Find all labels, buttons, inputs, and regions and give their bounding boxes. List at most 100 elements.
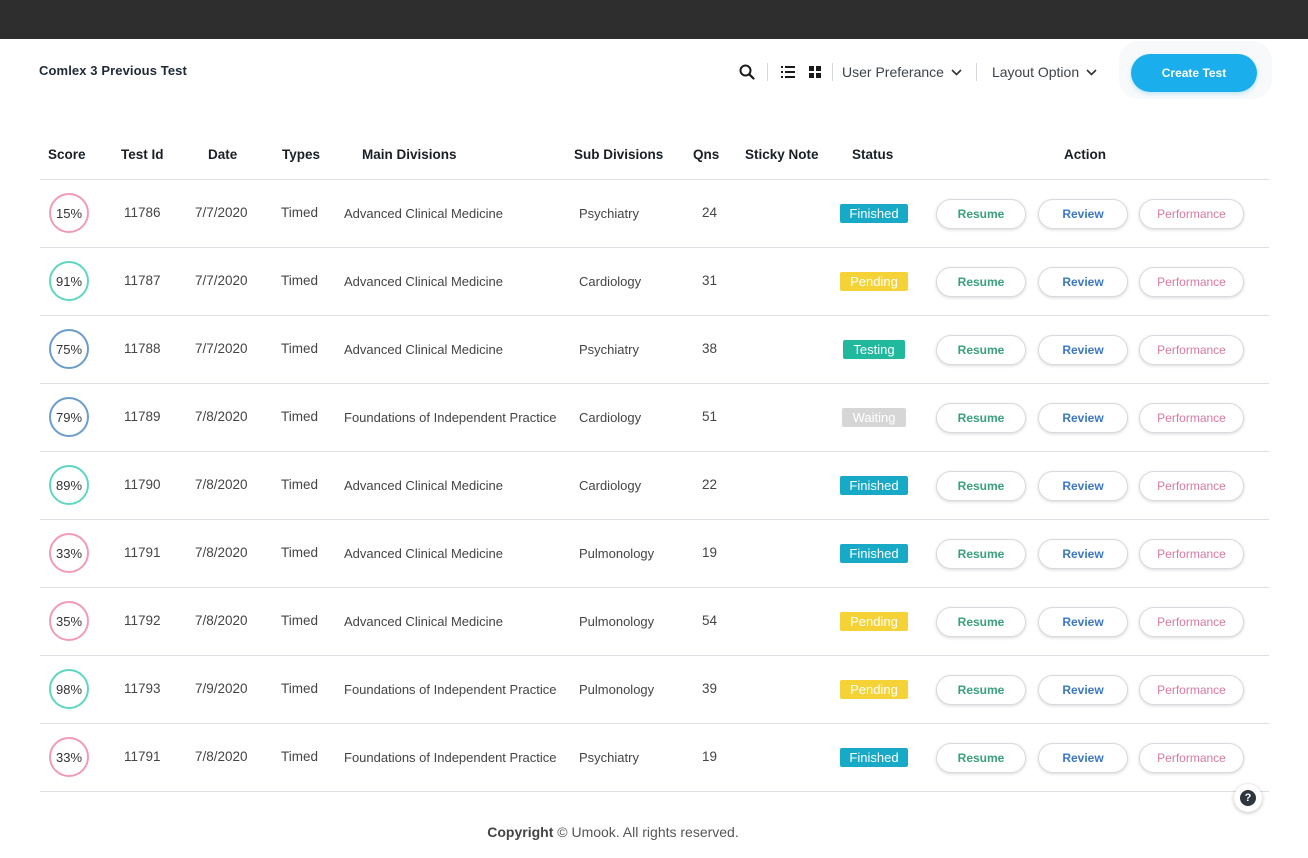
resume-button[interactable]: Resume [936,199,1026,229]
review-button[interactable]: Review [1038,403,1128,433]
date-cell: 7/8/2020 [195,749,248,764]
table-row: 91% 11787 7/7/2020 Timed Advanced Clinical M… [40,248,1269,316]
tests-table: Score Test Id Date Types Main Divisions … [40,135,1269,792]
type-cell: Timed [281,477,319,492]
qns-cell: 19 [702,749,718,764]
resume-button[interactable]: Resume [936,743,1026,773]
qns-cell: 24 [702,205,718,220]
qns-cell: 19 [702,545,718,560]
table-row: 33% 11791 7/8/2020 Timed Foundations of Inde… [40,724,1269,792]
column-header-main-divisions[interactable]: Main Divisions [362,147,457,162]
status-badge: Finished [840,748,908,767]
type-cell: Timed [281,205,319,220]
layout-option-label: Layout Option [991,64,1080,80]
main-division-cell: Foundations of Independent Practice [344,682,557,697]
user-preference-dropdown[interactable]: User Preferance [842,64,962,80]
resume-button[interactable]: Resume [936,335,1026,365]
performance-button[interactable]: Performance [1139,607,1244,637]
column-header-qns[interactable]: Qns [693,147,720,162]
main-division-cell: Advanced Clinical Medicine [344,342,503,357]
review-button[interactable]: Review [1038,743,1128,773]
review-button[interactable]: Review [1038,335,1128,365]
review-button[interactable]: Review [1038,471,1128,501]
test-id-cell: 11787 [124,273,161,288]
review-button[interactable]: Review [1038,675,1128,705]
review-button[interactable]: Review [1038,199,1128,229]
performance-button[interactable]: Performance [1139,267,1244,297]
performance-button[interactable]: Performance [1139,471,1244,501]
status-badge: Pending [840,612,908,631]
status-badge: Pending [840,680,908,699]
grid-view-icon[interactable] [804,61,826,83]
sub-division-cell: Psychiatry [579,206,639,221]
column-header-action: Action [1064,147,1106,162]
test-id-cell: 11786 [124,205,161,220]
review-button[interactable]: Review [1038,539,1128,569]
create-test-container: Create Test [1119,41,1272,99]
page-title: Comlex 3 Previous Test [39,63,187,78]
score-ring: 33% [49,737,89,777]
resume-button[interactable]: Resume [936,267,1026,297]
score-ring: 89% [49,465,89,505]
resume-button[interactable]: Resume [936,607,1026,637]
performance-button[interactable]: Performance [1139,199,1244,229]
column-header-types[interactable]: Types [282,147,321,162]
qns-cell: 22 [702,477,718,492]
type-cell: Timed [281,273,319,288]
list-view-icon[interactable] [777,61,799,83]
copyright-text: © Umook. All rights reserved. [557,824,739,840]
column-header-test-id[interactable]: Test Id [121,147,164,162]
status-badge: Waiting [842,408,906,427]
column-header-date[interactable]: Date [208,147,238,162]
main-division-cell: Foundations of Independent Practice [344,750,557,765]
type-cell: Timed [281,749,319,764]
header-toolbar: User Preferance Layout Option [736,54,1097,90]
table-row: 75% 11788 7/7/2020 Timed Advanced Clinical M… [40,316,1269,384]
table-row: 33% 11791 7/8/2020 Timed Advanced Clinical M… [40,520,1269,588]
resume-button[interactable]: Resume [936,471,1026,501]
help-button[interactable]: ? [1234,784,1262,812]
performance-button[interactable]: Performance [1139,743,1244,773]
performance-button[interactable]: Performance [1139,675,1244,705]
sub-division-cell: Cardiology [579,410,642,425]
top-bar [0,0,1308,39]
review-button[interactable]: Review [1038,607,1128,637]
review-button[interactable]: Review [1038,267,1128,297]
main-division-cell: Advanced Clinical Medicine [344,478,503,493]
column-header-sub-divisions[interactable]: Sub Divisions [574,147,664,162]
layout-option-dropdown[interactable]: Layout Option [992,64,1097,80]
performance-button[interactable]: Performance [1139,335,1244,365]
performance-button[interactable]: Performance [1139,539,1244,569]
score-ring: 91% [49,261,89,301]
date-cell: 7/7/2020 [195,273,248,288]
resume-button[interactable]: Resume [936,403,1026,433]
resume-button[interactable]: Resume [936,539,1026,569]
resume-button[interactable]: Resume [936,675,1026,705]
date-cell: 7/8/2020 [195,545,248,560]
type-cell: Timed [281,409,319,424]
search-icon[interactable] [736,61,758,83]
test-id-cell: 11791 [124,749,161,764]
performance-button[interactable]: Performance [1139,403,1244,433]
copyright-label: Copyright [487,824,554,840]
column-header-sticky-note[interactable]: Sticky Note [745,147,819,162]
create-test-button[interactable]: Create Test [1131,54,1257,92]
table-header: Score Test Id Date Types Main Divisions … [40,135,1269,180]
column-header-status[interactable]: Status [852,147,894,162]
main-division-cell: Foundations of Independent Practice [344,410,557,425]
date-cell: 7/7/2020 [195,341,248,356]
user-preference-label: User Preferance [842,64,944,80]
status-badge: Finished [840,204,908,223]
sub-division-cell: Psychiatry [579,750,639,765]
footer: Copyright © Umook. All rights reserved. [0,824,1226,840]
column-header-score[interactable]: Score [48,147,86,162]
test-id-cell: 11792 [124,613,161,628]
main-division-cell: Advanced Clinical Medicine [344,274,503,289]
date-cell: 7/9/2020 [195,681,248,696]
sub-division-cell: Cardiology [579,478,642,493]
table-row: 98% 11793 7/9/2020 Timed Foundations of Inde… [40,656,1269,724]
help-icon: ? [1240,790,1256,806]
score-ring: 33% [49,533,89,573]
score-ring: 15% [49,193,89,233]
type-cell: Timed [281,341,319,356]
